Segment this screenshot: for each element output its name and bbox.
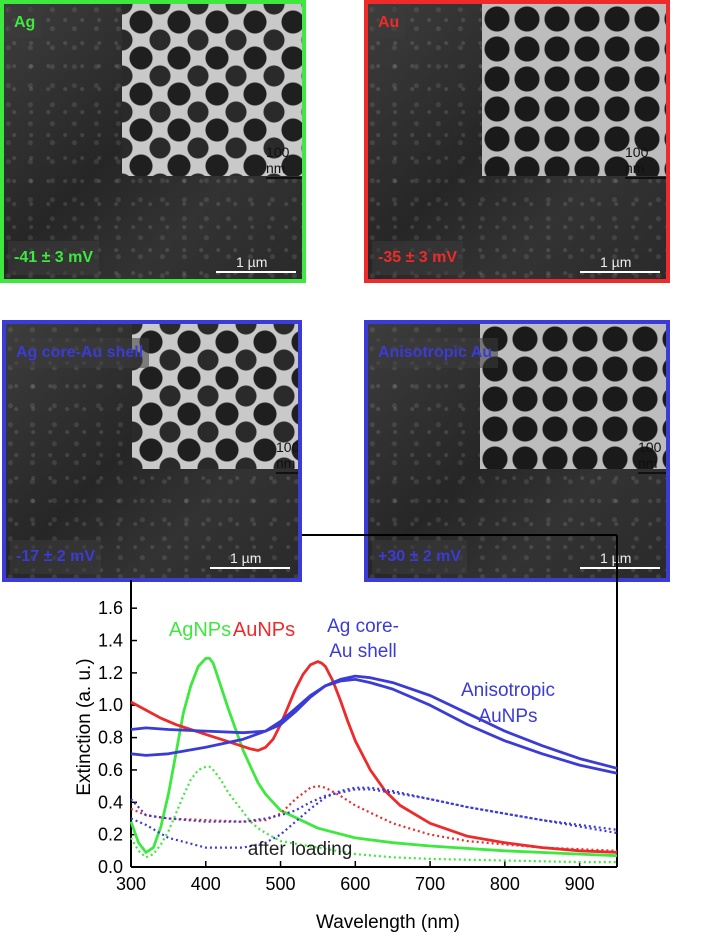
annotation-label: AuNPs — [233, 619, 295, 641]
chart-axes: 300 400 500 600 700 800 900 0.0 0.2 0.4 0.6 0.8 1.0 1… — [98, 580, 617, 894]
series-line-1 — [130, 660, 618, 854]
series-line-0 — [129, 656, 618, 858]
tem-inset-anisotropic-au — [480, 324, 666, 469]
panel-label-ag-core-au-shell: Ag core-Au shell — [10, 338, 150, 368]
y-tick-label: 0.0 — [98, 857, 123, 877]
x-tick-label: 700 — [415, 874, 445, 894]
scalebar-inset-ag-core-au-shell: 100 nm — [276, 439, 298, 474]
panel-anisotropic-au: Anisotropic Au 100 nm 1 µm +30 ± 2 mV — [364, 320, 670, 582]
y-tick-label: 0.2 — [98, 825, 123, 845]
panel-label-ag: Ag — [8, 8, 42, 38]
panel-label-au: Au — [372, 8, 406, 38]
series-line-6 — [130, 786, 618, 849]
zeta-ag-core-au-shell: -17 ± 2 mV — [10, 540, 102, 574]
scalebar-inset-ag: 100 nm — [266, 144, 302, 179]
scalebar-inset-anisotropic-au: 100 nm — [638, 439, 666, 474]
annotation-label: Au shell — [329, 641, 397, 662]
x-tick-label: 600 — [340, 874, 370, 894]
panel-ag: Ag 100 nm 1 µm -41 ± 3 mV — [0, 0, 306, 283]
scalebar-main-anisotropic-au: 1 µm — [580, 550, 660, 569]
scalebar-inset-au: 100 nm — [625, 144, 666, 179]
scalebar-main-ag: 1 µm — [216, 254, 296, 273]
series-line-5 — [130, 785, 618, 852]
series-line-3 — [130, 674, 618, 770]
zeta-au: -35 ± 3 mV — [372, 241, 464, 275]
chart-annotations: AgNPs AuNPs Ag core-Au shellAnisotropicAuN… — [169, 616, 555, 860]
y-tick-label: 0.4 — [98, 792, 123, 812]
y-tick-label: 1.2 — [98, 663, 123, 683]
x-tick-label: 500 — [266, 874, 296, 894]
x-tick-label: 800 — [490, 874, 520, 894]
annotation-label: AgNPs — [169, 619, 231, 641]
scalebar-main-au: 1 µm — [580, 254, 660, 273]
x-tick-label: 300 — [116, 874, 146, 894]
y-axis-label: Extinction (a. u.) — [74, 658, 95, 795]
zeta-ag: -41 ± 3 mV — [8, 241, 100, 275]
y-tick-label: 1.4 — [98, 631, 123, 651]
annotation-label: Ag core- — [327, 616, 399, 637]
panel-ag-core-au-shell: Ag core-Au shell 100 nm 1 µm -17 ± 2 mV — [2, 320, 302, 582]
panel-au: Au 100 nm 1 µm -35 ± 3 mV — [364, 0, 670, 283]
series-line-2 — [130, 678, 618, 775]
tem-inset-au — [482, 4, 666, 176]
annotation-label: after loading — [248, 839, 353, 860]
y-tick-label: 0.6 — [98, 760, 123, 780]
panel-label-anisotropic-au: Anisotropic Au — [372, 338, 499, 368]
x-axis-label: Wavelength (nm) — [316, 912, 460, 933]
scalebar-main-ag-core-au-shell: 1 µm — [210, 550, 290, 569]
y-tick-label: 1.6 — [98, 598, 123, 618]
y-tick-label: 1.0 — [98, 695, 123, 715]
y-tick-label: 0.8 — [98, 728, 123, 748]
chart-series — [129, 656, 618, 864]
zeta-anisotropic-au: +30 ± 2 mV — [372, 540, 468, 574]
annotation-label: AuNPs — [478, 706, 537, 727]
tem-inset-ag — [122, 4, 302, 176]
series-line-4 — [130, 765, 617, 864]
tem-inset-ag-core-au-shell — [132, 324, 298, 469]
annotation-label: Anisotropic — [461, 680, 555, 701]
x-tick-label: 900 — [565, 874, 595, 894]
series-line-7 — [130, 788, 618, 835]
x-tick-label: 400 — [191, 874, 221, 894]
